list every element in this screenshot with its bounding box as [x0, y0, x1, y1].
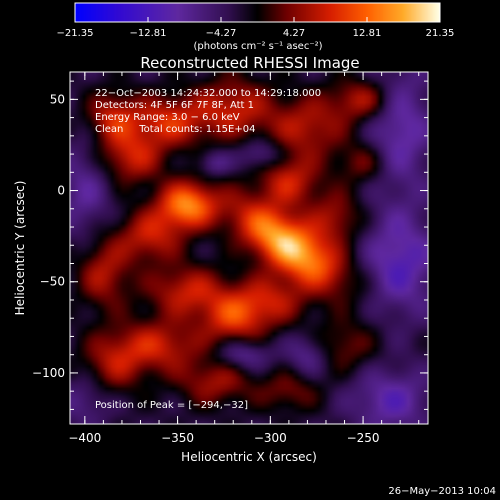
colorbar-tick-label: 12.81	[353, 28, 382, 39]
colorbar-units-label: (photons cm⁻² s⁻¹ asec⁻²)	[193, 41, 322, 52]
heatmap-image	[70, 72, 428, 424]
annotation-time-range: 22−Oct−2003 14:24:32.000 to 14:29:18.000	[95, 88, 321, 99]
annotation-detectors: Detectors: 4F 5F 6F 7F 8F, Att 1	[95, 100, 254, 111]
chart-title: Reconstructed RHESSI Image	[140, 54, 359, 72]
y-axis-label: Heliocentric Y (arcsec)	[13, 181, 27, 316]
colorbar-tick-label: −4.27	[206, 28, 237, 39]
annotation-energy-range: Energy Range: 3.0 − 6.0 keV	[95, 112, 240, 123]
y-tick-label: −50	[40, 275, 65, 289]
x-tick-label: −300	[254, 431, 287, 445]
annotation-total-counts: Clean Total counts: 1.15E+04	[95, 124, 255, 135]
heatmap-plot: −400 −350 −300 −250 50 0 −50 −100	[32, 71, 429, 445]
footer-date: 26−May−2013 10:04	[388, 486, 496, 497]
peak-position-label: Position of Peak = [−294,−32]	[95, 400, 248, 411]
x-tick-label: −350	[161, 431, 194, 445]
colorbar-tick-label: 21.35	[426, 28, 455, 39]
colorbar: −21.35 −12.81 −4.27 4.27 12.81 21.35 (photons…	[56, 2, 455, 52]
x-axis-label: Heliocentric X (arcsec)	[181, 450, 317, 464]
plot-frame	[69, 71, 429, 425]
y-tick-label: 0	[57, 184, 65, 198]
y-tick-label: −100	[32, 366, 65, 380]
x-tick-label: −250	[347, 431, 380, 445]
colorbar-tick-label: −21.35	[56, 28, 93, 39]
colorbar-tick-label: −12.81	[129, 28, 166, 39]
y-tick-label: 50	[50, 92, 65, 106]
colorbar-gradient	[75, 3, 440, 22]
colorbar-frame	[74, 2, 441, 23]
x-tick-label: −400	[68, 431, 101, 445]
annotation-block: 22−Oct−2003 14:24:32.000 to 14:29:18.000…	[95, 88, 321, 411]
colorbar-tick-label: 4.27	[283, 28, 305, 39]
